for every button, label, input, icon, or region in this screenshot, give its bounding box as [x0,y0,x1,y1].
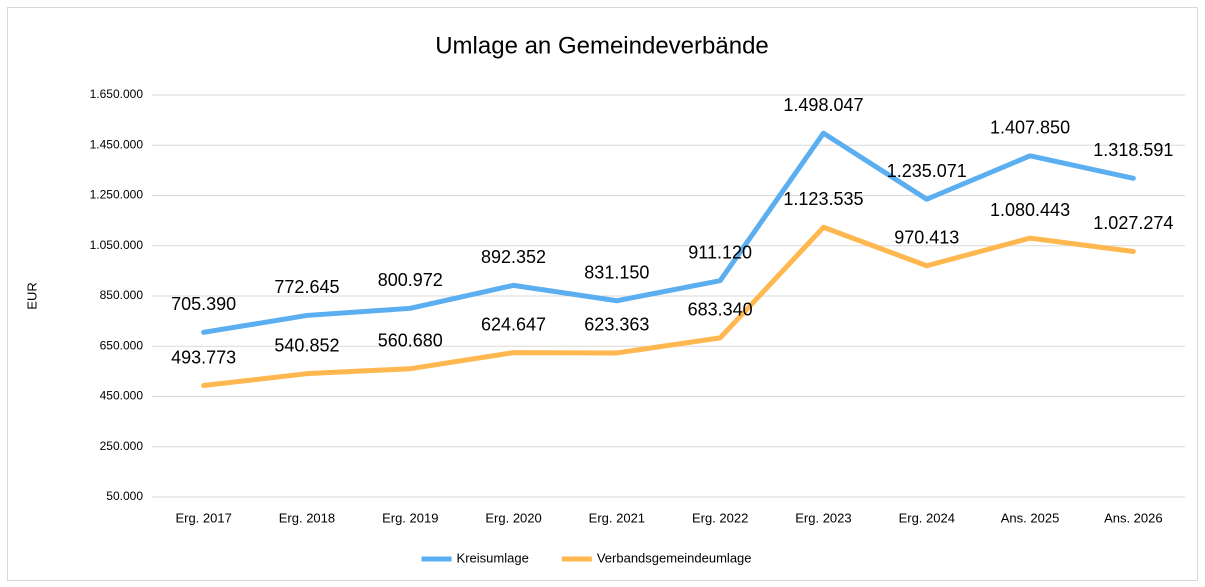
data-label: 1.318.591 [1093,140,1173,160]
x-tick-label: Erg. 2017 [175,510,231,525]
data-label: 970.413 [894,227,959,247]
data-label: 831.150 [584,262,649,282]
chart-border [7,7,1198,581]
data-label: 1.080.443 [990,200,1070,220]
y-tick-label: 1.450.000 [90,137,144,151]
data-label: 892.352 [481,247,546,267]
y-tick-label: 50.000 [106,489,143,503]
data-label: 1.123.535 [783,189,863,209]
data-label: 623.363 [584,315,649,335]
data-label: 1.498.047 [783,95,863,115]
y-tick-label: 1.250.000 [90,188,144,202]
x-tick-label: Erg. 2024 [899,510,955,525]
y-tick-label: 1.650.000 [90,87,144,101]
x-tick-label: Erg. 2023 [795,510,851,525]
data-label: 624.647 [481,314,546,334]
data-label: 493.773 [171,347,236,367]
data-label: 560.680 [378,330,443,350]
data-label: 800.972 [378,270,443,290]
y-tick-label: 650.000 [100,338,144,352]
y-tick-label: 250.000 [100,439,144,453]
data-label: 540.852 [274,335,339,355]
data-label: 911.120 [688,242,752,262]
x-tick-label: Erg. 2018 [279,510,335,525]
data-label: 705.390 [171,294,236,314]
data-label: 1.235.071 [887,161,967,181]
x-tick-label: Ans. 2025 [1001,510,1060,525]
x-tick-label: Erg. 2022 [692,510,748,525]
x-tick-label: Erg. 2020 [485,510,541,525]
data-label: 772.645 [274,277,339,297]
y-axis-label: EUR [24,282,39,309]
y-tick-label: 850.000 [100,288,144,302]
series-line [201,224,1136,389]
x-tick-label: Ans. 2026 [1104,510,1163,525]
legend-label: Kreisumlage [457,550,529,565]
data-label: 1.407.850 [990,118,1070,138]
chart-title: Umlage an Gemeindeverbände [435,32,769,59]
y-tick-label: 1.050.000 [90,238,144,252]
legend-label: Verbandsgemeindeumlage [597,550,752,565]
series-line [201,130,1136,335]
data-label: 683.340 [688,300,753,320]
x-tick-label: Erg. 2021 [589,510,645,525]
data-label: 1.027.274 [1093,213,1173,233]
y-tick-label: 450.000 [100,389,144,403]
x-tick-label: Erg. 2019 [382,510,438,525]
